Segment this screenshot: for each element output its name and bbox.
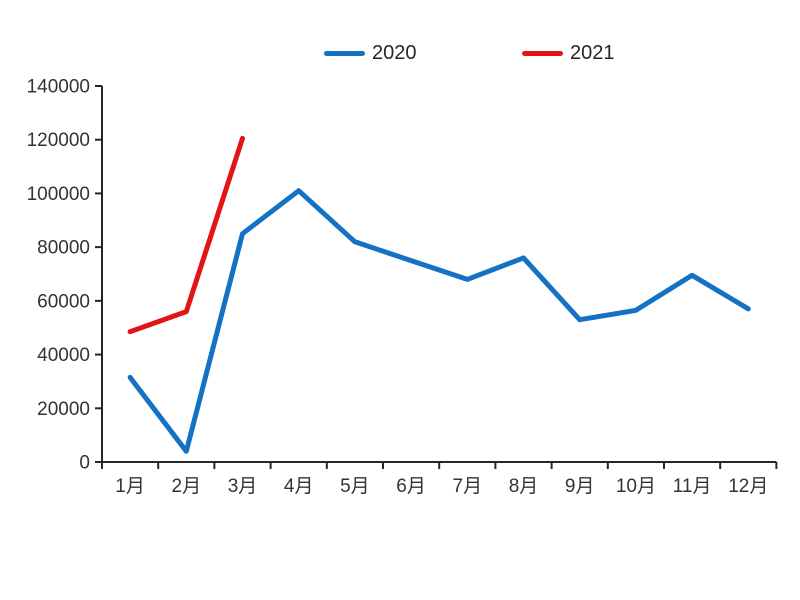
y-tick-label: 0 [79,453,90,474]
legend-label-2021: 2021 [570,42,615,64]
x-tick-label: 5月 [340,476,370,497]
legend-item-2021: 2021 [522,41,615,65]
x-tick-label: 1月 [115,476,145,497]
y-tick-label: 40000 [37,345,90,366]
y-tick-label: 140000 [27,77,90,98]
x-tick-label: 9月 [565,476,595,497]
y-tick-label: 120000 [27,130,90,151]
series-line-2020 [127,188,751,454]
x-tick-label: 11月 [673,476,712,497]
x-tick-label: 7月 [453,476,483,497]
legend-line-swatch-2020 [324,50,365,56]
x-tick-label: 3月 [228,476,258,497]
x-tick-label: 10月 [616,476,656,497]
y-tick-label: 20000 [37,399,90,420]
legend-item-2020: 2020 [324,41,417,65]
x-tick-label: 4月 [284,476,314,497]
x-tick-label: 8月 [509,476,539,497]
x-tick-label: 2月 [172,476,202,497]
legend-label-2020: 2020 [372,42,417,64]
y-tick-label: 100000 [27,184,90,205]
x-tick-label: 12月 [728,476,768,497]
y-tick-label: 80000 [37,238,90,259]
legend-line-swatch-2021 [522,50,563,56]
series-line-2021 [127,135,245,335]
y-tick-label: 60000 [37,291,90,312]
x-tick-label: 6月 [396,476,426,497]
